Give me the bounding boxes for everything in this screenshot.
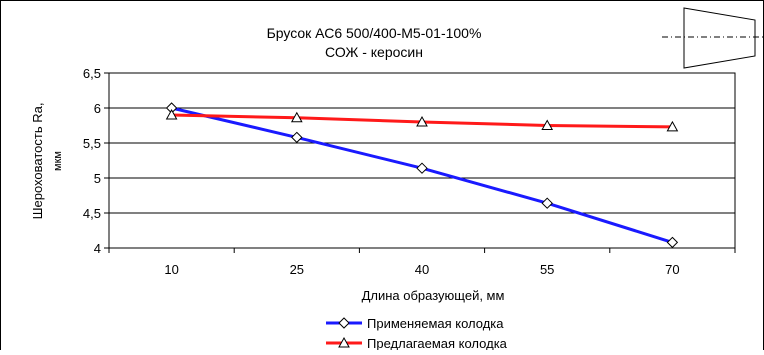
y-axis-unit: мкм [52,151,64,171]
series-2-point [290,111,303,123]
x-tick-label: 70 [665,262,679,277]
series-2-point [666,120,679,132]
y-tick-label: 4,5 [83,206,101,221]
series-layer [165,102,679,249]
series-1-point [666,236,679,249]
chart-subtitle: СОЖ - керосин [325,44,423,60]
y-axis-label: Шероховатость Ra, [30,103,45,220]
grid-lines [109,107,735,214]
y-axis: 4 4,5 5 5,5 6 6,5 [83,66,109,256]
x-axis-label: Длина образующей, мм [362,288,505,303]
y-tick-label: 4 [94,241,101,256]
x-axis: 10 25 40 55 70 [108,248,736,277]
x-tick-label: 55 [540,262,554,277]
legend-label-1: Применяемая колодка [367,316,504,331]
y-tick-label: 5 [94,171,101,186]
legend-label-2: Предлагаемая колодка [367,336,508,350]
y-tick-label: 6,5 [83,66,101,81]
series-1-point [416,162,428,174]
x-tick-label: 40 [415,262,429,277]
y-tick-label: 6 [94,101,101,116]
x-tick-label: 25 [290,262,304,277]
series-1-point [291,131,303,144]
series-2-point [541,119,554,130]
chart-title: Брусок АС6 500/400-М5-01-100% [267,25,482,41]
legend: Применяемая колодка Предлагаемая колодка [326,316,508,351]
series-1-point [541,197,553,209]
legend-marker-1 [338,317,350,329]
series-2-point [416,115,428,127]
y-tick-label: 5,5 [83,136,101,151]
legend-marker-2 [338,336,350,348]
plot-area [108,72,736,249]
x-tick-label: 10 [164,262,178,277]
tool-sketch-icon [662,7,764,69]
series-2-point [165,108,178,120]
